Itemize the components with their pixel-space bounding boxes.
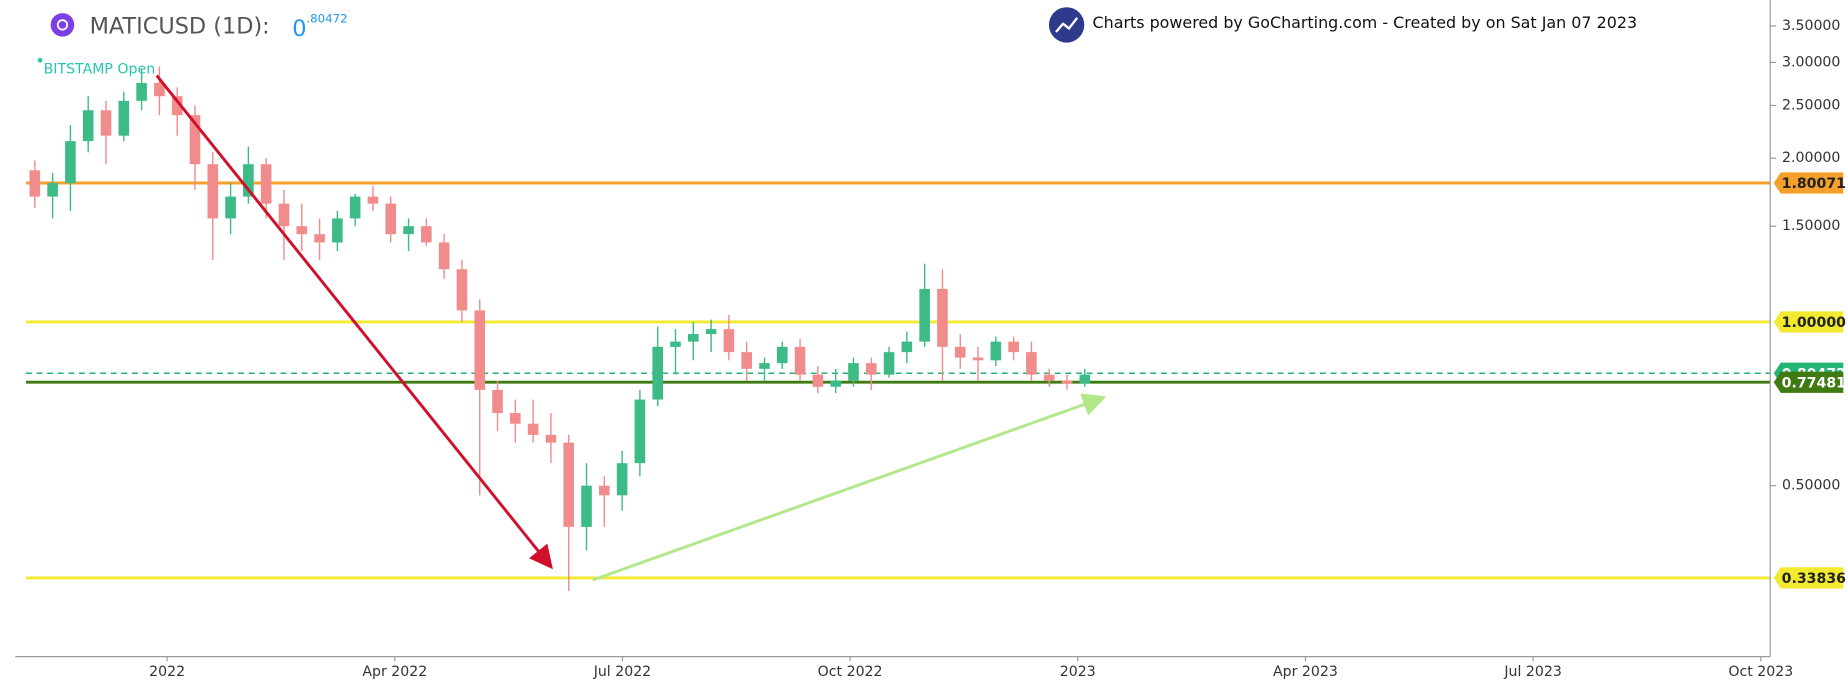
candle-body: [118, 100, 130, 136]
candle-body: [848, 363, 859, 381]
symbol-icon: [50, 13, 75, 37]
candle-body: [883, 352, 895, 375]
candle-body: [741, 352, 752, 369]
candle-body: [830, 380, 841, 387]
candle-body: [1061, 380, 1073, 384]
price-int: 0: [292, 16, 306, 42]
candle-body: [901, 341, 913, 353]
candle-body: [919, 288, 930, 342]
candle-body: [367, 196, 379, 204]
candle-body: [47, 183, 58, 197]
y-tick-label: 0.50000: [1782, 478, 1840, 494]
candle-body: [670, 341, 681, 347]
trend-arrow-up: [592, 393, 1107, 582]
candle-body: [705, 329, 717, 335]
level-label-box: [1773, 311, 1844, 333]
candle-body: [759, 363, 770, 369]
candle-body: [278, 203, 290, 227]
credit-text: Charts powered by GoCharting.com - Creat…: [1093, 13, 1638, 32]
trend-arrow-down: [155, 74, 553, 570]
symbol-icon-inner: [56, 19, 69, 31]
x-tick-label: Oct 2023: [1728, 664, 1793, 680]
candle-body: [865, 363, 877, 375]
gocharting-icon-line: [1055, 17, 1079, 33]
candle-body: [687, 334, 699, 342]
level-label: 0.77481: [1782, 375, 1846, 391]
candle-body: [776, 346, 788, 364]
candle-body: [65, 141, 76, 184]
candle-body: [492, 389, 503, 414]
x-tick-label: Apr 2023: [1273, 664, 1338, 680]
source-dot: [37, 57, 43, 63]
level-label: 0.33836: [1782, 571, 1847, 587]
source-label: BITSTAMP Open: [44, 62, 156, 78]
candle-body: [438, 242, 450, 270]
candle-body: [225, 196, 236, 219]
candle-body: [652, 346, 664, 400]
x-tick-label: Jul 2022: [593, 664, 651, 680]
candle-body: [1079, 374, 1091, 384]
gocharting-icon: [1048, 7, 1085, 43]
candle-body: [385, 203, 397, 235]
x-tick-label: Apr 2022: [362, 664, 427, 680]
x-tick-label: Jul 2023: [1503, 664, 1561, 680]
candle-body: [100, 110, 112, 136]
candle-body: [990, 341, 1002, 361]
candle-body: [349, 196, 361, 219]
candle-body: [563, 442, 575, 527]
candle-body: [260, 164, 272, 204]
candle-body: [937, 288, 948, 347]
candle-body: [545, 434, 557, 443]
candle-body: [1008, 341, 1019, 353]
candle-body: [634, 399, 646, 464]
candle-body: [154, 82, 165, 97]
y-tick-label: 3.00000: [1782, 54, 1840, 70]
candle-body: [972, 357, 984, 361]
candle-body: [171, 96, 183, 116]
grid-layer: 3.50000 3.00000 2.50000 2.00000 1.50000 0.500…: [149, 18, 1840, 680]
candle-body: [1026, 352, 1037, 375]
level-label: 1.80071: [1782, 176, 1846, 192]
candle-body: [527, 423, 539, 435]
candle-body: [812, 374, 824, 387]
price-frac: .80472: [306, 12, 347, 26]
candle-body: [421, 226, 432, 243]
candle-body: [82, 110, 94, 142]
level-label-box: [1773, 371, 1844, 393]
x-tick-label: Oct 2022: [818, 664, 883, 680]
y-tick-label: 2.00000: [1782, 150, 1840, 166]
level-label: 1.00000: [1782, 315, 1847, 331]
y-tick-label: 2.50000: [1782, 97, 1840, 113]
candle-layer: [29, 66, 1091, 592]
candle-body: [403, 226, 414, 235]
candle-body: [794, 346, 806, 375]
candle-body: [136, 82, 147, 101]
candle-body: [29, 170, 41, 197]
candle-body: [189, 115, 201, 165]
level-label-box: [1773, 172, 1844, 194]
y-tick-label: 3.50000: [1782, 18, 1840, 34]
x-tick-label: 2023: [1060, 664, 1096, 680]
symbol-title: MATICUSD (1D):: [90, 14, 270, 40]
candle-body: [581, 485, 592, 527]
candle-body: [510, 413, 521, 424]
x-tick-label: 2022: [149, 664, 185, 680]
candle-body: [616, 463, 628, 496]
candle-body: [599, 485, 610, 496]
candle-body: [723, 329, 735, 353]
candle-body: [207, 164, 219, 219]
level-label-box: [1773, 567, 1844, 589]
candle-body: [243, 164, 254, 197]
candle-body: [296, 226, 308, 235]
candle-body: [314, 234, 325, 243]
candle-body: [954, 346, 966, 358]
y-tick-label: 1.50000: [1782, 218, 1840, 234]
candle-body: [474, 310, 486, 390]
candle-body: [1043, 374, 1055, 381]
candle-body: [332, 218, 343, 243]
candle-body: [456, 269, 468, 311]
